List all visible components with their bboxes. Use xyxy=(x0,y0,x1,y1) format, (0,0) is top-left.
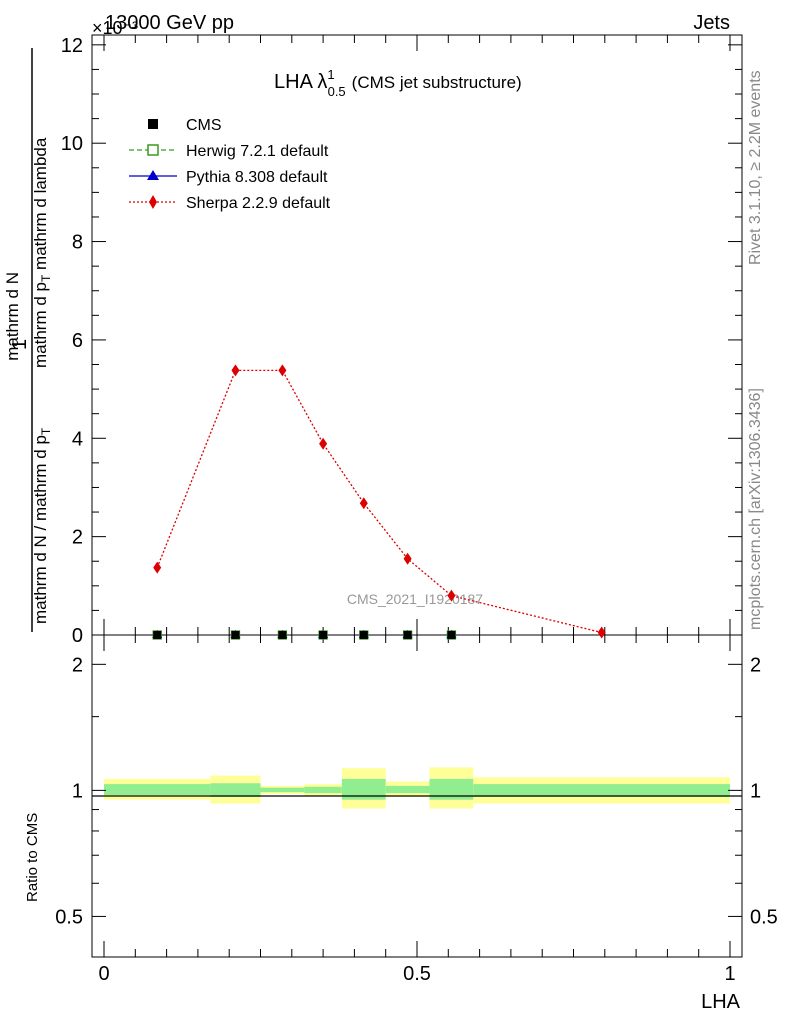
cms-data-point xyxy=(403,631,412,639)
legend-marker-sherpa xyxy=(149,195,157,209)
legend-label: CMS xyxy=(186,117,222,134)
ratio-x-tick-label: 0.5 xyxy=(403,963,431,985)
main-y-tick-label: 6 xyxy=(72,330,83,352)
ratio-y-tick-label: 0.5 xyxy=(55,906,83,928)
ratio-bands xyxy=(104,767,730,809)
collision-label: 13000 GeV pp xyxy=(105,12,234,34)
ratio-axis-ticks: 0 0.5 1 0.5 0.5 1 1 2 2 xyxy=(55,635,778,985)
ratio-y-tick-label-right: 2 xyxy=(750,654,761,676)
ratio-y-tick-label-right: 1 xyxy=(750,780,761,802)
mcplots-label: mcplots.cern.ch [arXiv:1306.3436] xyxy=(747,388,764,630)
main-y-tick-label: 10 xyxy=(61,133,83,155)
y-label-denominator: mathrm d N / mathrm d pT xyxy=(31,427,53,624)
ratio-y-tick-label-right: 0.5 xyxy=(750,906,778,928)
series-layer xyxy=(152,364,606,640)
legend-label: Sherpa 2.2.9 default xyxy=(186,195,331,212)
ratio-x-tick-label: 1 xyxy=(724,963,735,985)
ratio-band-green xyxy=(429,778,474,800)
x-axis-label: LHA xyxy=(701,991,741,1013)
cms-data-point xyxy=(153,631,162,639)
ratio-band-green xyxy=(304,786,342,794)
ratio-band-green xyxy=(341,778,386,800)
plot-title: LHA λ1 0.5 (CMS jet substructure) xyxy=(274,67,522,99)
cms-data-point xyxy=(447,631,456,639)
sherpa-point xyxy=(447,589,456,602)
main-y-tick-label: 12 xyxy=(61,35,83,57)
analysis-watermark: CMS_2021_I1920187 xyxy=(347,591,483,607)
ratio-x-tick-label: 0 xyxy=(98,963,109,985)
sherpa-line xyxy=(156,369,602,634)
legend-marker-cms xyxy=(148,119,158,129)
sherpa-point xyxy=(403,552,412,565)
cms-data-point xyxy=(359,631,368,639)
main-y-tick-label: 8 xyxy=(72,232,83,254)
ratio-band-green xyxy=(104,784,211,795)
main-y-tick-label: 4 xyxy=(72,428,83,450)
sherpa-point xyxy=(319,437,328,450)
ratio-y-axis-label: Ratio to CMS xyxy=(24,813,41,902)
sherpa-point xyxy=(231,364,240,377)
svg-text:1: 1 xyxy=(9,339,31,350)
y-exponent-label: ×10⁻³ xyxy=(92,18,138,38)
cms-data-point xyxy=(231,631,240,639)
main-y-tick-label: 2 xyxy=(72,527,83,549)
legend-label: Pythia 8.308 default xyxy=(186,169,328,186)
main-axis-ticks: 0 2 4 6 8 10 12 xyxy=(61,35,742,647)
sherpa-point xyxy=(359,497,368,510)
ratio-y-tick-label: 2 xyxy=(72,654,83,676)
legend: CMS Herwig 7.2.1 default Pythia 8.308 defa… xyxy=(129,117,331,212)
sherpa-point xyxy=(597,626,606,639)
ratio-band-green xyxy=(385,785,430,794)
legend-marker-herwig xyxy=(147,144,159,156)
rivet-version-label: Rivet 3.1.10, ≥ 2.2M events xyxy=(747,70,764,265)
ratio-band-green xyxy=(210,783,261,797)
legend-label: Herwig 7.2.1 default xyxy=(186,143,329,160)
ratio-band-green xyxy=(473,784,730,797)
ratio-band-green xyxy=(260,787,305,793)
main-y-tick-label: 0 xyxy=(72,625,83,647)
ratio-y-tick-label: 1 xyxy=(72,780,83,802)
sherpa-point xyxy=(278,364,287,377)
process-label: Jets xyxy=(693,12,730,34)
cms-data-point xyxy=(278,631,287,639)
cms-data-point xyxy=(319,631,328,639)
sherpa-point xyxy=(153,561,162,574)
legend-marker-pythia xyxy=(147,170,159,180)
